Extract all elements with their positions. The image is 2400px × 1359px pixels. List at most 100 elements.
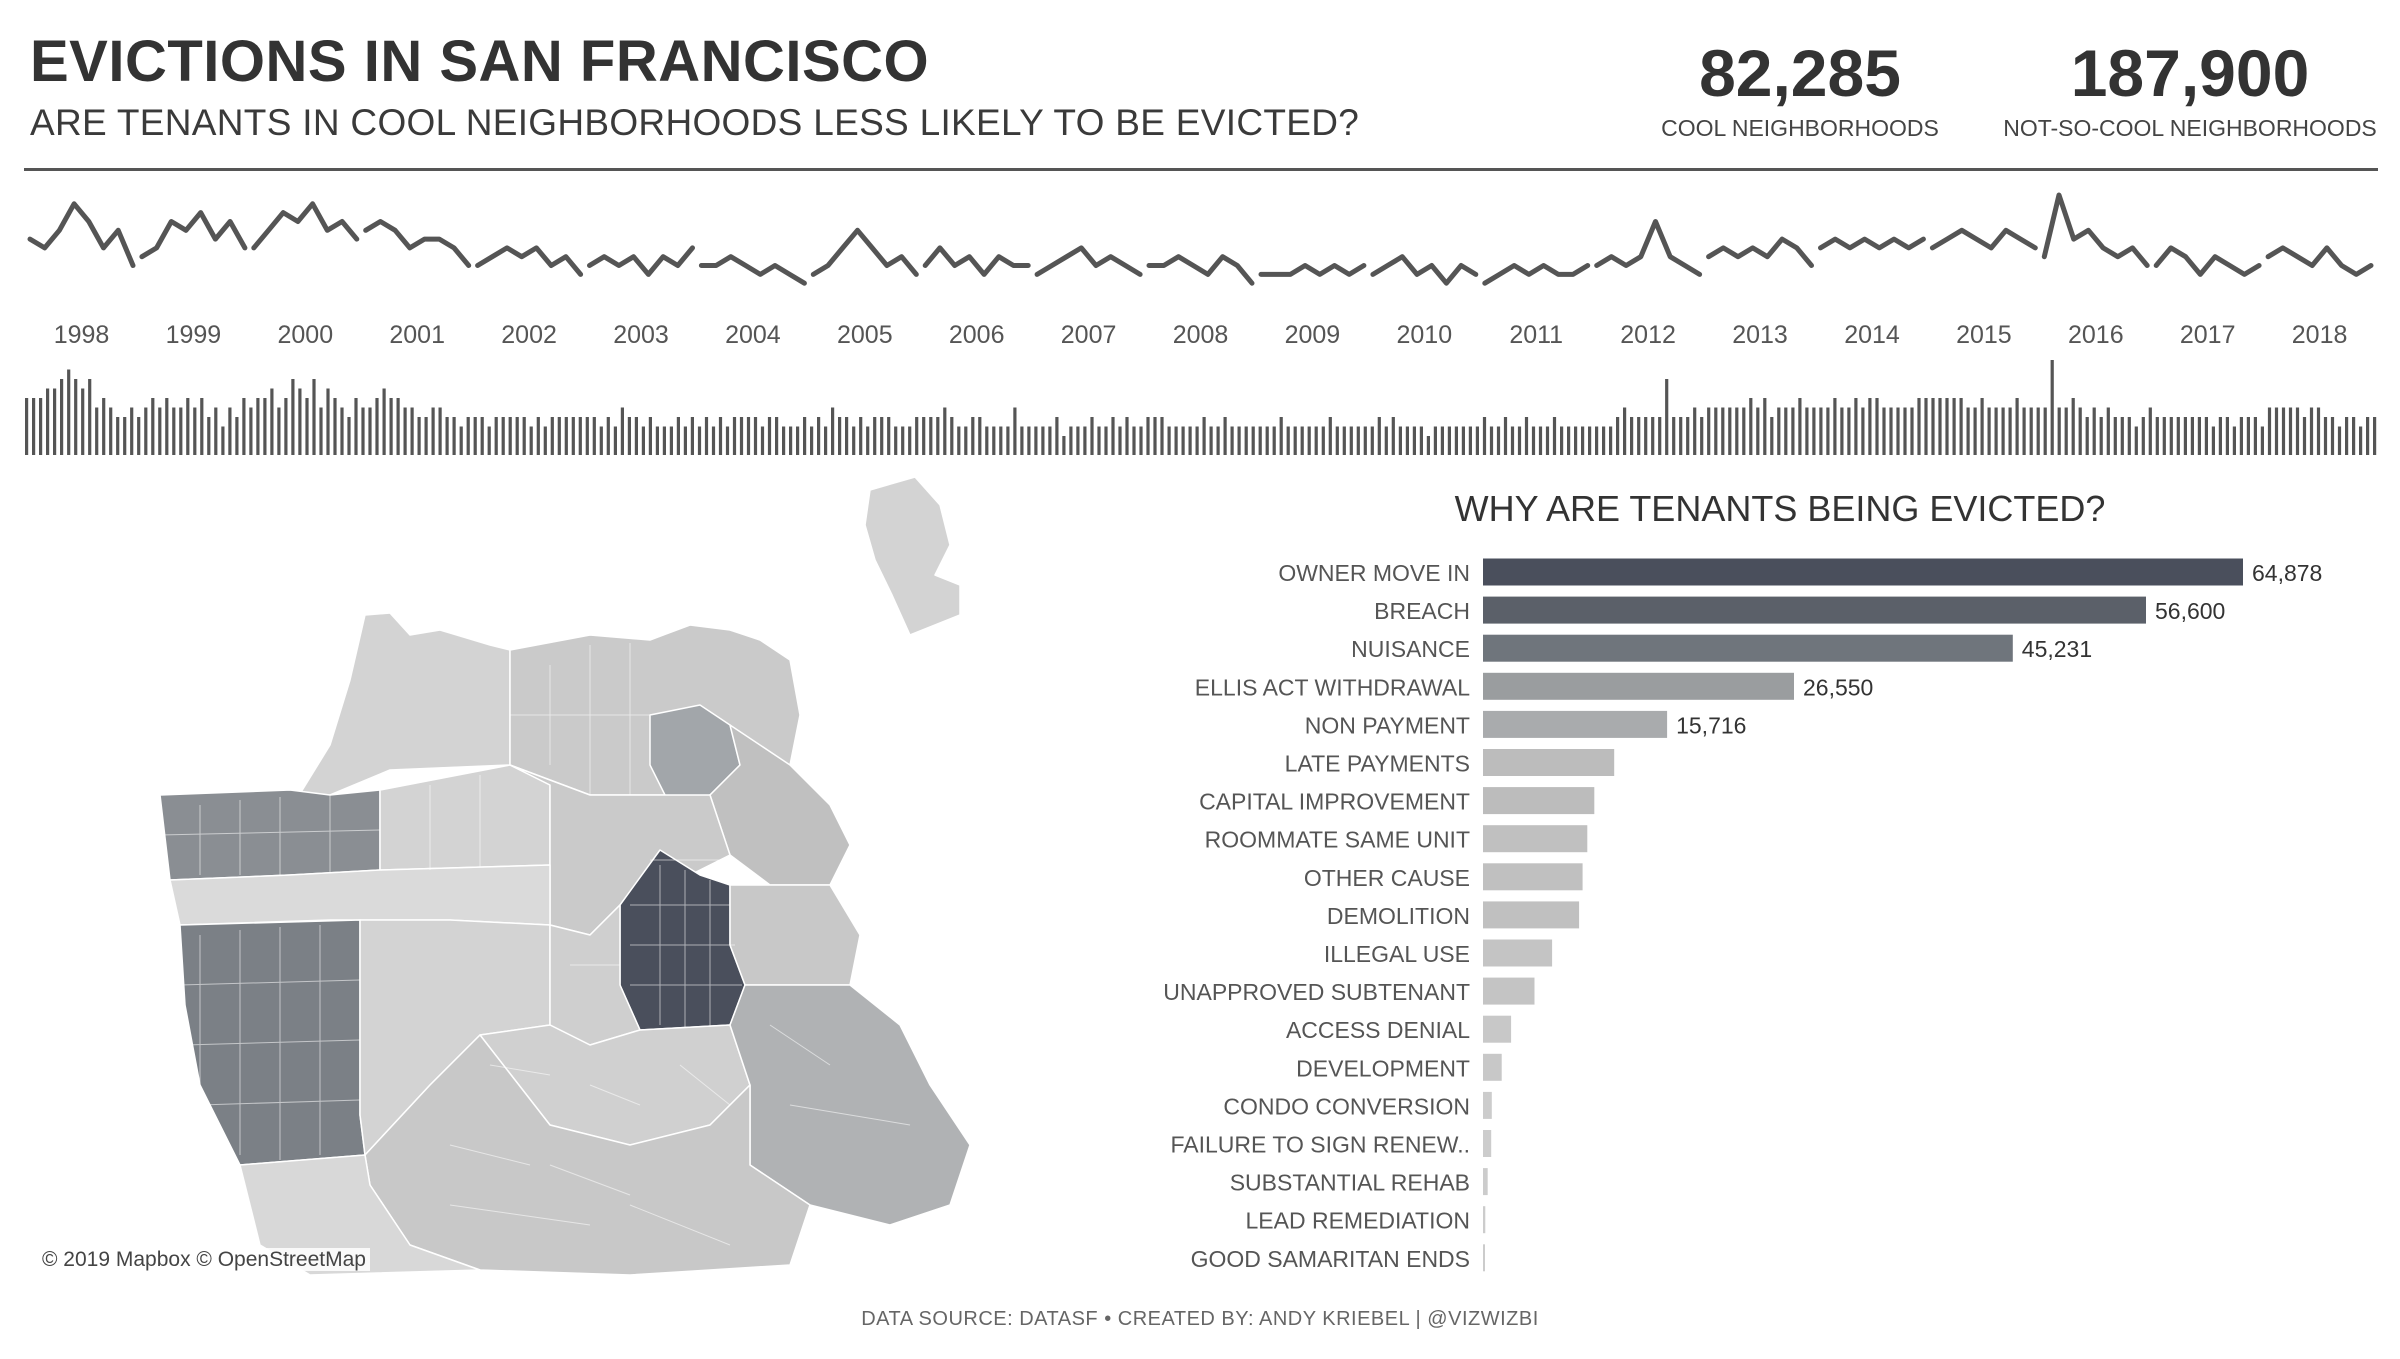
- monthly-bar[interactable]: [1966, 407, 1970, 456]
- monthly-bar[interactable]: [1139, 426, 1143, 456]
- monthly-bar[interactable]: [53, 388, 57, 456]
- map-region-treasure-island[interactable]: [864, 476, 961, 636]
- monthly-bar[interactable]: [1174, 426, 1178, 456]
- monthly-bar[interactable]: [2134, 426, 2138, 456]
- monthly-bar[interactable]: [796, 426, 800, 456]
- bar-unapproved-subtenant[interactable]: [1483, 977, 1535, 1005]
- monthly-bar[interactable]: [2155, 417, 2159, 455]
- monthly-bar[interactable]: [1595, 426, 1599, 456]
- monthly-bar[interactable]: [179, 407, 183, 456]
- monthly-bar[interactable]: [333, 398, 337, 455]
- monthly-bar[interactable]: [1840, 407, 1844, 456]
- monthly-bar[interactable]: [859, 417, 863, 455]
- kpi-not-so-cool-neighborhoods[interactable]: 187,900 NOT-SO-COOL NEIGHBORHOODS: [1990, 35, 2390, 142]
- monthly-bar[interactable]: [2036, 407, 2040, 456]
- bar-condo-conversion[interactable]: [1483, 1091, 1492, 1119]
- monthly-bar[interactable]: [1048, 426, 1052, 456]
- monthly-bar[interactable]: [270, 388, 274, 456]
- monthly-bar[interactable]: [277, 407, 281, 456]
- monthly-bar[interactable]: [2148, 407, 2152, 456]
- monthly-bar[interactable]: [1349, 426, 1353, 456]
- monthly-bar[interactable]: [123, 417, 127, 455]
- monthly-bar[interactable]: [922, 417, 926, 455]
- monthly-bar[interactable]: [655, 426, 659, 456]
- monthly-bar[interactable]: [39, 398, 43, 455]
- monthly-bar[interactable]: [1945, 398, 1949, 455]
- monthly-bar[interactable]: [1952, 398, 1956, 455]
- monthly-bar[interactable]: [95, 407, 99, 456]
- monthly-bar[interactable]: [459, 426, 463, 456]
- bar-capital-improvement[interactable]: [1483, 787, 1595, 815]
- monthly-bar[interactable]: [585, 417, 589, 455]
- monthly-bar[interactable]: [803, 417, 807, 455]
- monthly-bar[interactable]: [1020, 426, 1024, 456]
- monthly-bar[interactable]: [102, 398, 106, 455]
- sparkline-2002[interactable]: [475, 245, 584, 277]
- monthly-bar[interactable]: [739, 417, 744, 455]
- monthly-bar[interactable]: [1146, 417, 1150, 455]
- monthly-bar[interactable]: [1756, 407, 1760, 456]
- monthly-bar[interactable]: [340, 407, 344, 456]
- monthly-bar[interactable]: [2078, 407, 2082, 456]
- monthly-bar[interactable]: [522, 417, 526, 455]
- monthly-bar[interactable]: [2204, 417, 2208, 455]
- monthly-bar[interactable]: [1924, 398, 1928, 455]
- monthly-bar[interactable]: [382, 388, 386, 456]
- monthly-bar[interactable]: [2071, 398, 2075, 455]
- monthly-bar[interactable]: [1447, 426, 1451, 456]
- monthly-bar[interactable]: [782, 426, 786, 456]
- monthly-bar[interactable]: [880, 417, 884, 455]
- monthly-bar[interactable]: [1475, 426, 1479, 456]
- monthly-bar[interactable]: [1524, 417, 1529, 455]
- monthly-bar[interactable]: [1805, 407, 1809, 456]
- monthly-bar[interactable]: [2316, 407, 2321, 456]
- monthly-bar[interactable]: [1482, 417, 1487, 455]
- monthly-bar[interactable]: [1398, 426, 1402, 456]
- monthly-bar[interactable]: [2253, 417, 2257, 455]
- monthly-bar[interactable]: [1314, 426, 1318, 456]
- monthly-bar[interactable]: [1104, 426, 1108, 456]
- monthly-bar[interactable]: [1342, 426, 1346, 456]
- monthly-bar[interactable]: [2288, 407, 2293, 456]
- monthly-bar[interactable]: [753, 417, 758, 455]
- monthly-bar[interactable]: [2050, 360, 2054, 455]
- monthly-bar[interactable]: [1496, 426, 1501, 456]
- monthly-bar[interactable]: [1188, 426, 1192, 456]
- sparkline-2004[interactable]: [698, 254, 807, 286]
- monthly-bar[interactable]: [1489, 426, 1494, 456]
- monthly-bar[interactable]: [228, 407, 232, 456]
- monthly-bar[interactable]: [445, 417, 449, 455]
- monthly-bar[interactable]: [1630, 417, 1634, 455]
- monthly-bar[interactable]: [1510, 426, 1515, 456]
- monthly-bar[interactable]: [144, 407, 148, 456]
- monthly-bar[interactable]: [242, 398, 246, 455]
- monthly-bar[interactable]: [1391, 417, 1395, 455]
- monthly-bar[interactable]: [1223, 417, 1227, 455]
- monthly-bar[interactable]: [1693, 407, 1697, 456]
- monthly-bar[interactable]: [732, 417, 737, 455]
- monthly-bar[interactable]: [1300, 426, 1304, 456]
- monthly-bar[interactable]: [1244, 426, 1248, 456]
- monthly-bar[interactable]: [1538, 426, 1543, 456]
- monthly-bar[interactable]: [718, 417, 723, 455]
- monthly-bar[interactable]: [1097, 426, 1101, 456]
- monthly-bar[interactable]: [1419, 426, 1423, 456]
- monthly-bar[interactable]: [690, 417, 694, 455]
- monthly-bar[interactable]: [845, 417, 849, 455]
- monthly-bar[interactable]: [999, 426, 1003, 456]
- monthly-bar[interactable]: [613, 426, 617, 456]
- map-region-potrero[interactable]: [729, 884, 861, 986]
- monthly-bar[interactable]: [2064, 407, 2068, 456]
- monthly-bar[interactable]: [2359, 426, 2363, 456]
- map-attribution[interactable]: © 2019 Mapbox © OpenStreetMap: [38, 1248, 370, 1272]
- monthly-bar[interactable]: [536, 417, 540, 455]
- monthly-bar[interactable]: [298, 388, 302, 456]
- sparkline-1999[interactable]: [139, 210, 248, 260]
- monthly-bar[interactable]: [25, 398, 29, 455]
- monthly-bar[interactable]: [634, 417, 638, 455]
- monthly-bar[interactable]: [214, 407, 218, 456]
- monthly-bar[interactable]: [1503, 417, 1508, 455]
- monthly-bar[interactable]: [1938, 398, 1942, 455]
- monthly-bar[interactable]: [81, 388, 85, 456]
- monthly-bar[interactable]: [2352, 417, 2356, 455]
